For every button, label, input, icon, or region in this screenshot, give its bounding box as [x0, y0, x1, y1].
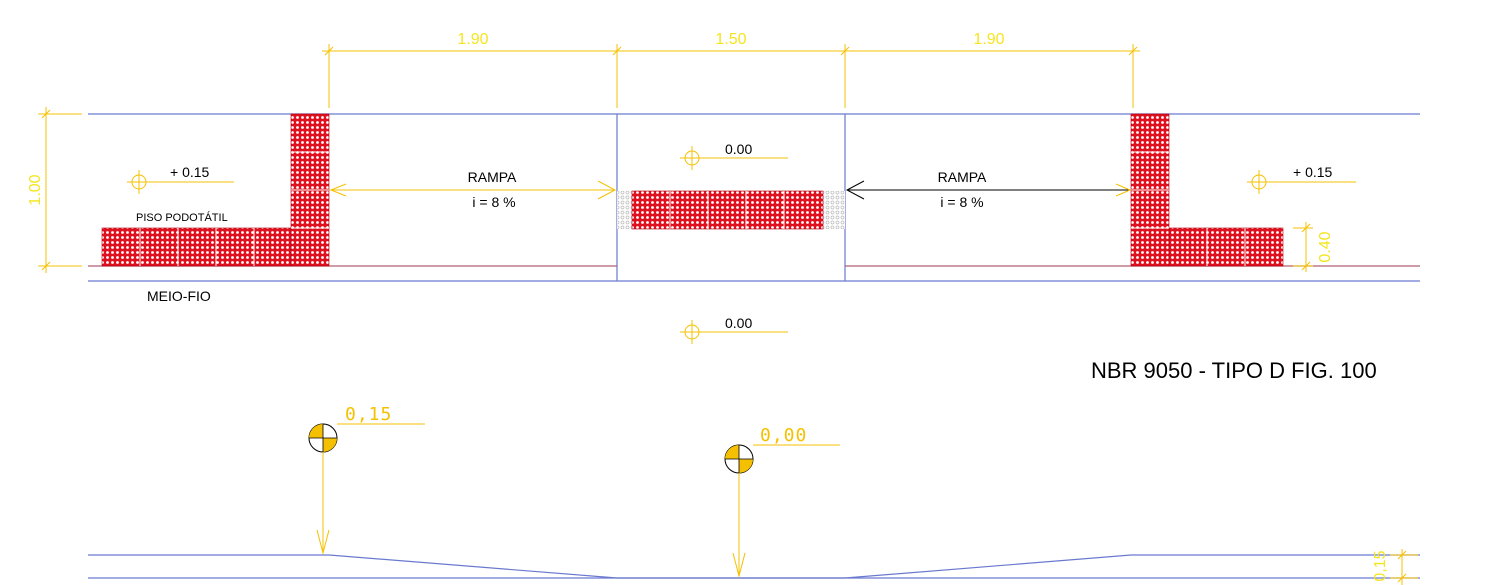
- section-level-center-label: 0,00: [760, 425, 807, 446]
- tactile-paving-right: [1130, 113, 1284, 267]
- dimension-height-left: [38, 107, 82, 273]
- tactile-paving-left: [101, 113, 330, 267]
- section-dimension-right-label: 0,15: [1372, 550, 1389, 581]
- tactile-paving-center: [617, 190, 845, 230]
- section-dimension-right: [1390, 549, 1418, 585]
- level-left-label: + 0.15: [170, 164, 210, 180]
- dimension-chain-top: [322, 44, 1140, 108]
- level-marker-right: [1247, 170, 1356, 194]
- level-marker-center: [680, 146, 788, 170]
- ramp-right-slope: i = 8 %: [940, 194, 983, 210]
- dimension-height-right: [1293, 222, 1313, 272]
- section-level-marker-left: [308, 423, 425, 555]
- standard-title: NBR 9050 - TIPO D FIG. 100: [1091, 358, 1377, 383]
- ramp-arrow-left: [329, 180, 617, 200]
- ramp-left-slope: i = 8 %: [472, 194, 515, 210]
- dimension-height-right-label: 0.40: [1317, 231, 1334, 262]
- section-level-marker-center: [724, 444, 840, 578]
- plan-view: 1.90 1.50 1.90 1.00 0.40 + 0.15: [27, 31, 1420, 344]
- level-center-label: 0.00: [725, 141, 752, 157]
- level-marker-left: [127, 170, 234, 194]
- level-street-label: 0.00: [725, 315, 752, 331]
- tactile-paving-label: PISO PODOTÁTIL: [136, 211, 228, 224]
- section-view: 0,15 0,00 0,15: [88, 404, 1420, 585]
- ramp-left-label: RAMPA: [468, 169, 517, 185]
- dimension-right: 1.90: [973, 31, 1004, 48]
- dimension-height-left-label: 1.00: [27, 174, 44, 205]
- ramp-arrow-right: [845, 180, 1132, 200]
- ramp-right-label: RAMPA: [938, 169, 987, 185]
- dimension-left: 1.90: [457, 31, 488, 48]
- level-right-label: + 0.15: [1293, 164, 1333, 180]
- level-marker-street: [680, 320, 788, 344]
- curb-label: MEIO-FIO: [147, 288, 211, 304]
- section-level-left-label: 0,15: [345, 404, 392, 425]
- dimension-center: 1.50: [715, 31, 746, 48]
- section-profile: [88, 554, 1420, 579]
